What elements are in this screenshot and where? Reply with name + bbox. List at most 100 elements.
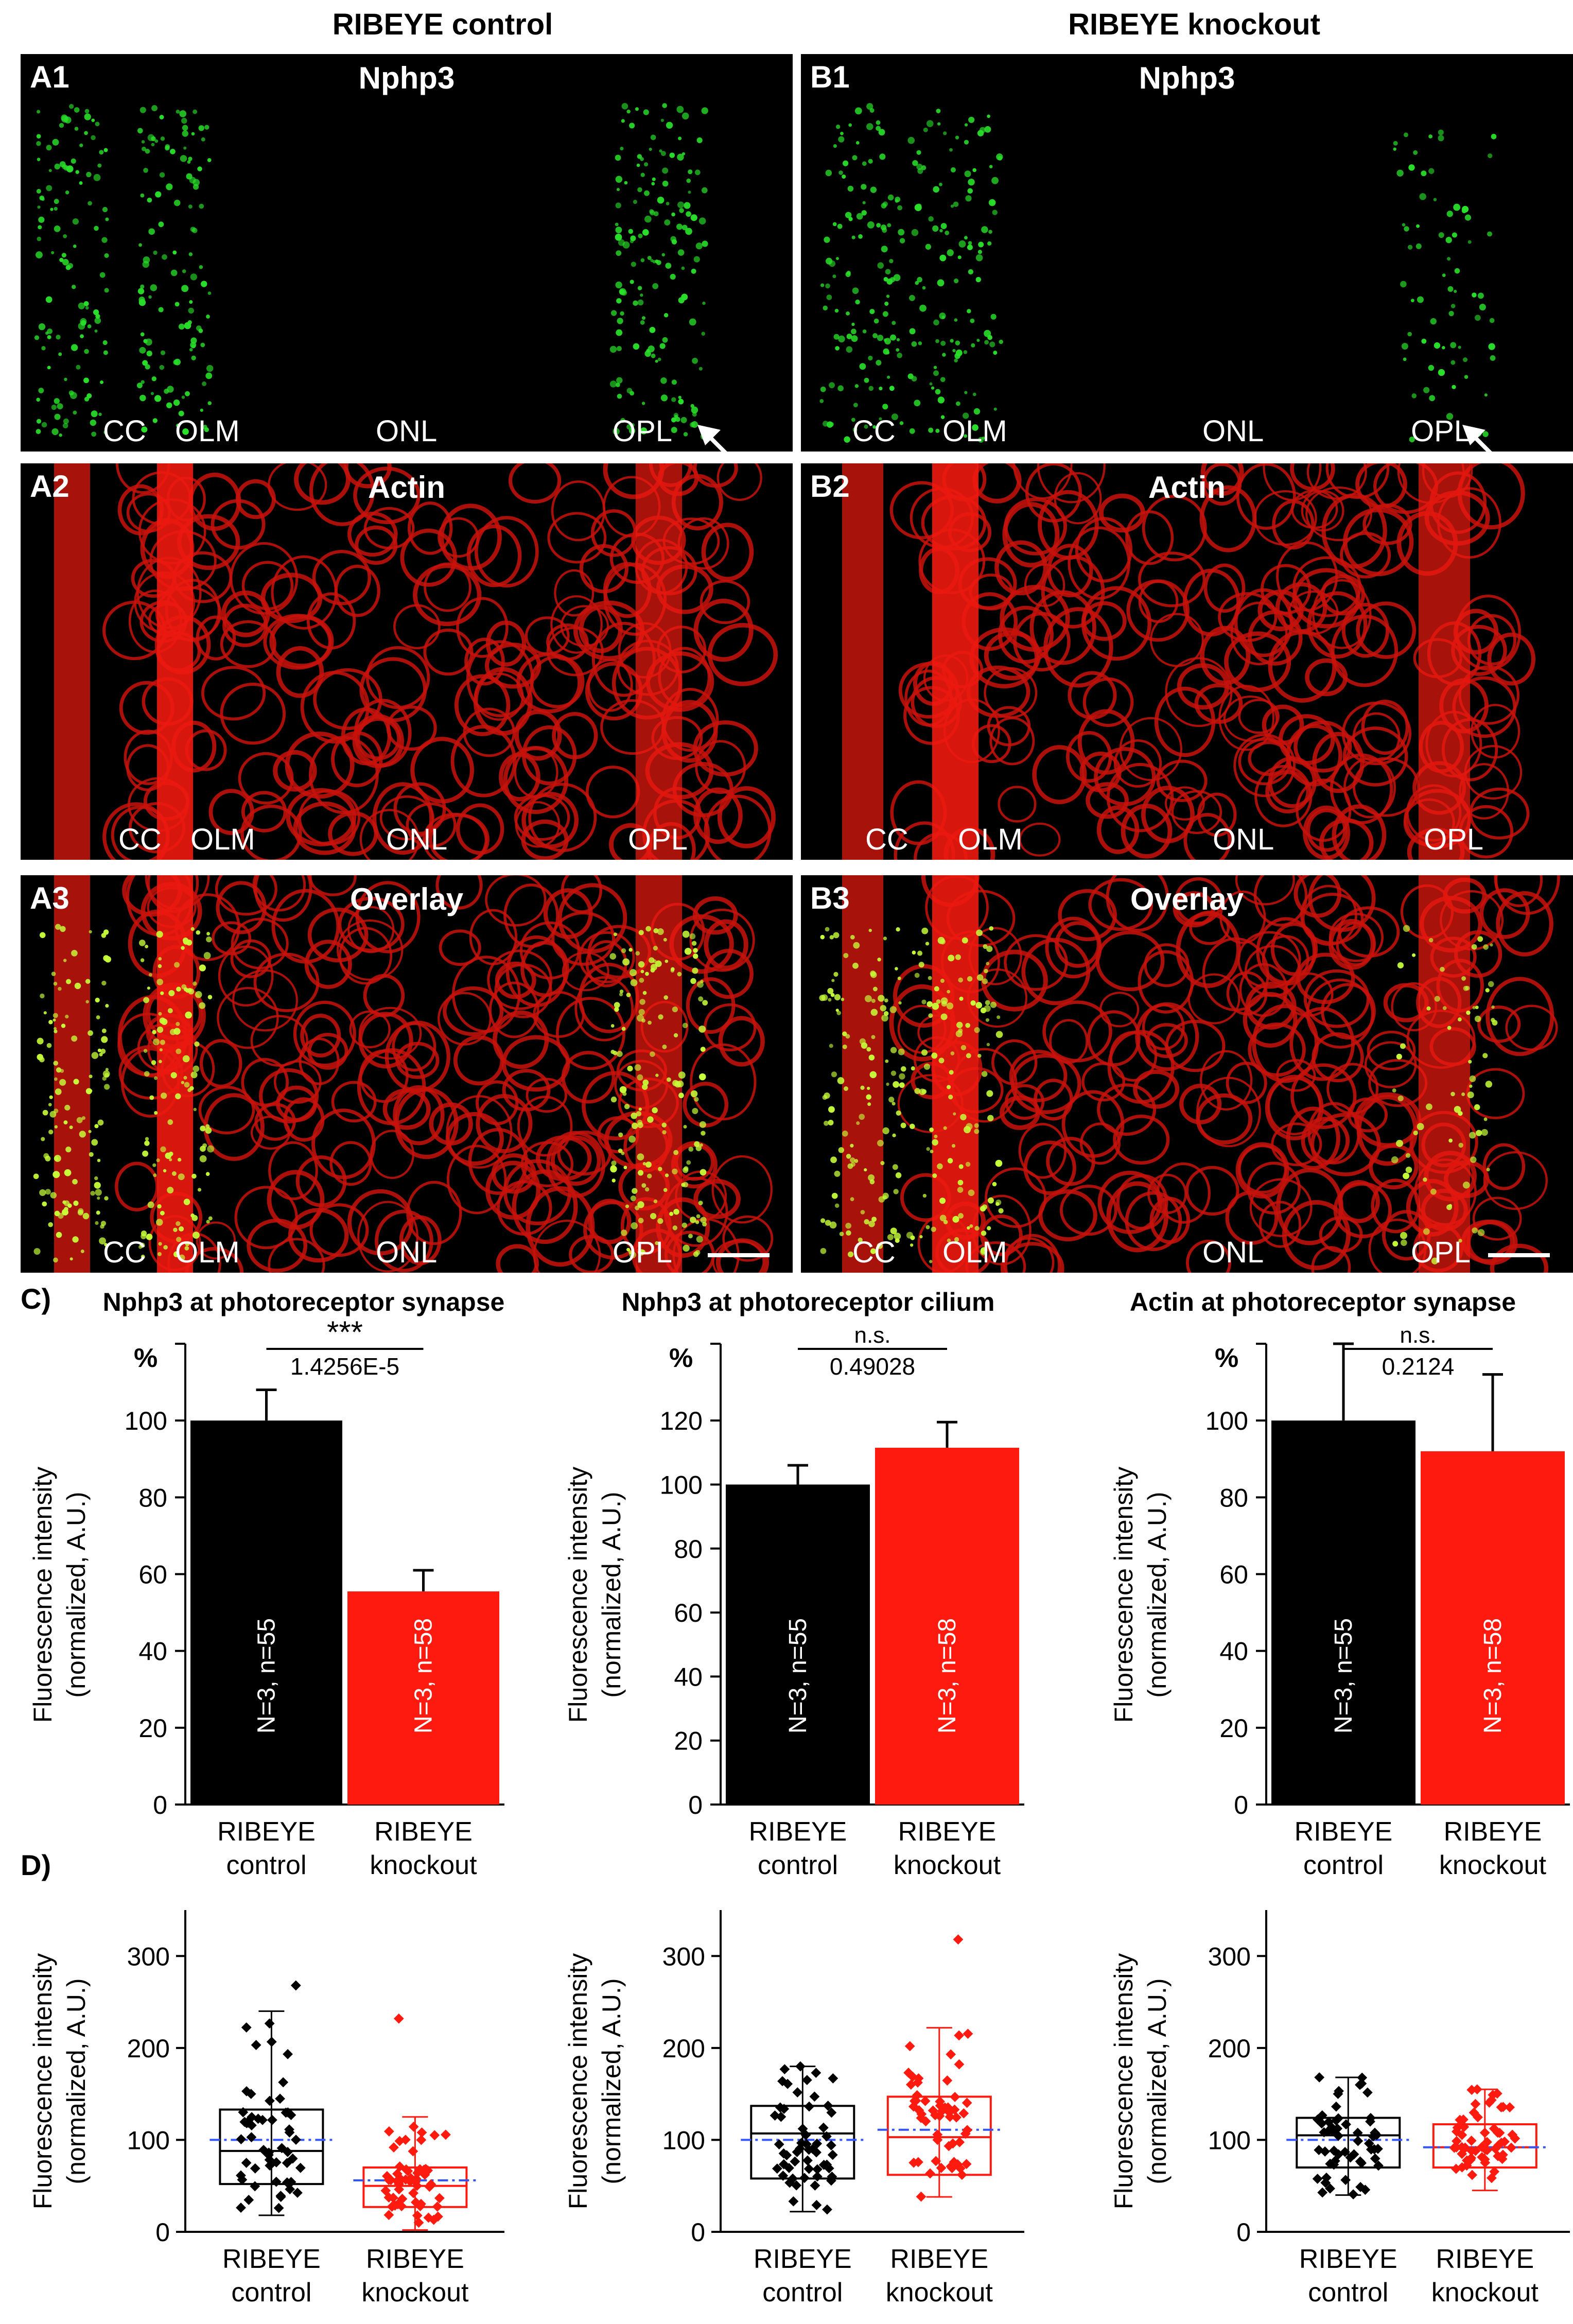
cell-outline bbox=[546, 627, 604, 677]
puncta bbox=[101, 933, 107, 938]
cell-outline bbox=[1075, 517, 1133, 583]
category-label: knockout bbox=[361, 2278, 469, 2308]
puncta bbox=[191, 132, 195, 136]
puncta bbox=[42, 1109, 48, 1116]
puncta bbox=[673, 412, 679, 418]
cell-outline bbox=[1029, 590, 1096, 665]
puncta bbox=[856, 213, 863, 220]
puncta bbox=[630, 979, 638, 986]
puncta bbox=[690, 1217, 696, 1223]
cell-outline bbox=[1230, 601, 1288, 666]
cell-outline bbox=[331, 1081, 377, 1123]
puncta bbox=[693, 256, 700, 263]
puncta bbox=[1429, 395, 1436, 402]
puncta bbox=[937, 122, 941, 126]
puncta bbox=[157, 1204, 162, 1209]
puncta bbox=[206, 932, 210, 935]
category-label: RIBEYE bbox=[217, 1817, 316, 1847]
puncta bbox=[71, 1035, 78, 1042]
puncta bbox=[694, 169, 701, 176]
cell-outline bbox=[1470, 704, 1520, 759]
puncta bbox=[36, 251, 43, 258]
puncta bbox=[158, 221, 164, 228]
puncta bbox=[659, 343, 666, 349]
cell-outline bbox=[512, 1169, 578, 1244]
puncta bbox=[967, 309, 971, 314]
puncta bbox=[940, 415, 945, 419]
puncta bbox=[193, 1232, 200, 1239]
cell-outline bbox=[283, 1097, 325, 1142]
puncta bbox=[869, 309, 875, 315]
puncta bbox=[990, 314, 997, 320]
puncta bbox=[652, 959, 657, 963]
cell-outline bbox=[198, 1085, 255, 1135]
cell-outline bbox=[196, 615, 236, 661]
puncta bbox=[652, 1107, 658, 1114]
puncta bbox=[175, 1093, 181, 1100]
puncta bbox=[79, 1131, 86, 1138]
puncta bbox=[915, 281, 919, 285]
puncta bbox=[899, 421, 904, 425]
category-label: knockout bbox=[1431, 2278, 1539, 2308]
puncta bbox=[701, 187, 708, 194]
puncta bbox=[199, 1155, 207, 1163]
puncta bbox=[609, 953, 617, 960]
cell-outline bbox=[562, 951, 609, 992]
puncta bbox=[73, 1079, 79, 1085]
puncta bbox=[85, 979, 91, 984]
puncta bbox=[877, 1139, 884, 1147]
cell-outline bbox=[717, 786, 776, 848]
puncta bbox=[100, 1048, 106, 1054]
puncta bbox=[1402, 223, 1406, 227]
puncta bbox=[852, 155, 858, 161]
puncta bbox=[80, 1250, 84, 1254]
puncta bbox=[57, 403, 63, 410]
y-unit-label: % bbox=[134, 1343, 158, 1373]
data-point bbox=[812, 2171, 823, 2182]
puncta bbox=[963, 350, 968, 354]
puncta bbox=[691, 268, 696, 274]
layer-label-opl: OPL bbox=[628, 823, 688, 856]
puncta bbox=[895, 967, 898, 970]
puncta bbox=[139, 1242, 145, 1248]
data-point bbox=[950, 2092, 960, 2102]
puncta bbox=[993, 407, 997, 411]
puncta bbox=[205, 372, 213, 379]
data-point bbox=[283, 2049, 293, 2059]
cell-outline bbox=[1307, 1102, 1360, 1165]
cell-outline bbox=[1138, 950, 1194, 1014]
puncta bbox=[1490, 355, 1496, 361]
data-point bbox=[1479, 2127, 1490, 2138]
cell-outline bbox=[1149, 1196, 1191, 1244]
puncta bbox=[181, 1081, 185, 1084]
puncta bbox=[33, 1248, 41, 1255]
puncta bbox=[611, 1160, 617, 1166]
puncta bbox=[193, 1107, 197, 1112]
puncta bbox=[984, 329, 991, 337]
puncta bbox=[197, 166, 202, 171]
data-point bbox=[250, 2181, 260, 2192]
puncta bbox=[641, 1183, 646, 1188]
puncta bbox=[1408, 164, 1415, 171]
puncta bbox=[855, 299, 860, 305]
cell-outline bbox=[363, 974, 405, 1017]
data-point bbox=[266, 2037, 277, 2047]
cell-outline bbox=[393, 782, 446, 836]
puncta bbox=[39, 932, 46, 939]
puncta bbox=[885, 269, 891, 275]
puncta bbox=[54, 1027, 57, 1030]
puncta bbox=[90, 419, 97, 426]
puncta bbox=[149, 1095, 154, 1100]
puncta bbox=[868, 1220, 875, 1227]
puncta bbox=[637, 187, 642, 193]
cell-outline bbox=[496, 1244, 539, 1273]
puncta bbox=[686, 211, 692, 217]
cell-outline bbox=[1483, 1151, 1548, 1210]
puncta bbox=[197, 1188, 202, 1192]
puncta bbox=[862, 329, 867, 334]
puncta bbox=[957, 255, 962, 259]
puncta bbox=[94, 317, 101, 324]
puncta bbox=[892, 1102, 896, 1106]
puncta bbox=[45, 296, 53, 303]
puncta bbox=[890, 1047, 897, 1053]
